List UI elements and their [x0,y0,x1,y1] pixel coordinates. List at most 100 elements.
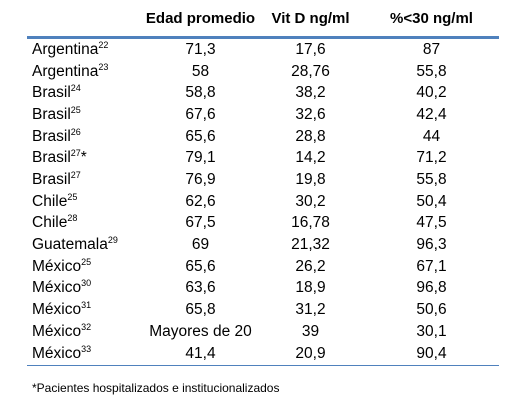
country-cell: México33 [27,343,144,363]
country-cell: Chile25 [27,191,144,211]
country-name: Brasil [32,170,71,188]
pct-cell: 40,2 [416,84,447,102]
vit-d-cell: 17,6 [295,40,326,58]
table-row: Brasil25 67,6 32,6 42,4 [27,104,499,126]
pct-cell: 44 [422,127,441,145]
table-row: México32 Mayores de 20 39 30,1 [27,321,499,343]
pct-cell: 55,8 [416,62,447,80]
vit-d-cell: 30,2 [295,192,326,210]
pct-cell: 90,4 [416,344,447,362]
vit-d-cell: 28,76 [291,62,330,80]
table-header: Edad promedio Vit D ng/ml %<30 ng/ml [27,0,499,36]
vit-d-cell: 18,9 [295,279,326,297]
country-name: Chile [32,214,68,232]
pct-cell: 30,1 [416,322,447,340]
edad-cell: 67,5 [185,214,216,232]
country-cell: Brasil25 [27,104,144,124]
reference-number: 32 [81,321,92,332]
reference-number: 30 [81,278,92,289]
table-row: México25 65,6 26,2 67,1 [27,256,499,278]
vit-d-cell: 32,6 [295,105,326,123]
reference-number: 25 [70,104,81,115]
table-row: Brasil26 65,6 28,8 44 [27,126,499,148]
reference-number: 23 [98,61,109,72]
vit-d-cell: 38,2 [295,84,326,102]
header-rule [27,36,499,39]
table-row: Brasil24 58,8 38,2 40,2 [27,82,499,104]
country-cell: Brasil27 [27,169,144,189]
edad-cell: 58,8 [185,84,216,102]
country-cell: Brasil27* [27,149,144,167]
vit-d-cell: 20,9 [295,344,326,362]
reference-number: 29 [107,235,118,246]
table-row: Argentina23 58 28,76 55,8 [27,61,499,83]
pct-cell: 87 [422,40,441,58]
vit-d-cell: 19,8 [295,170,326,188]
country-cell: México25 [27,256,144,276]
country-name: Brasil [32,84,71,102]
country-cell: Chile28 [27,214,144,232]
vit-d-cell: 26,2 [295,257,326,275]
pct-cell: 47,5 [416,214,447,232]
country-name: Chile [32,192,68,210]
edad-cell: 76,9 [185,170,216,188]
pct-cell: 67,1 [416,257,447,275]
pct-cell: 96,3 [416,236,447,254]
edad-cell: 65,6 [185,127,216,145]
vit-d-cell: 28,8 [295,127,326,145]
vit-d-cell: 16,78 [291,214,330,232]
country-name: Brasil [32,105,71,123]
country-cell: Argentina23 [27,61,144,81]
table-row: México31 65,8 31,2 50,6 [27,299,499,321]
table-row: Brasil27 76,9 19,8 55,8 [27,169,499,191]
edad-cell: 41,4 [185,344,216,362]
vit-d-cell: 39 [301,322,320,340]
vit-d-cell: 31,2 [295,301,326,319]
edad-cell: 58 [191,62,210,80]
country-name: México [32,257,82,275]
country-cell: Brasil26 [27,126,144,146]
country-cell: Guatemala29 [27,236,144,254]
edad-cell: 69 [191,236,210,254]
country-cell: México30 [27,279,144,297]
country-name: Argentina [32,62,99,80]
pct-cell: 55,8 [416,170,447,188]
vit-d-cell: 21,32 [291,236,330,254]
pct-cell: 96,8 [416,279,447,297]
reference-number: 28 [67,213,78,224]
header-pct-below-30: %<30 ng/ml [390,9,473,27]
table-row: Argentina22 71,3 17,6 87 [27,39,499,61]
reference-number: 26 [70,126,81,137]
pct-cell: 50,6 [416,301,447,319]
country-cell: México31 [27,301,144,319]
reference-number: 27 [70,169,81,180]
country-name: Guatemala [32,236,108,254]
reference-number: 33 [81,343,92,354]
reference-number: 27 [70,148,81,159]
country-name: Argentina [32,40,99,58]
header-edad-promedio: Edad promedio [145,9,256,27]
edad-cell: 67,6 [185,105,216,123]
country-cell: México32 [27,321,144,341]
vitamin-d-table: Edad promedio Vit D ng/ml %<30 ng/ml Arg… [27,0,499,367]
table-row: Brasil27* 79,1 14,2 71,2 [27,147,499,169]
table-row: Guatemala29 69 21,32 96,3 [27,234,499,256]
reference-number: 25 [67,191,78,202]
country-name: México [32,322,82,340]
edad-cell: 79,1 [185,149,216,167]
table-row: Chile28 67,5 16,78 47,5 [27,213,499,235]
edad-cell: 71,3 [185,40,216,58]
country-name: México [32,344,82,362]
vit-d-cell: 14,2 [295,149,326,167]
edad-cell: 65,6 [185,257,216,275]
table-body: Argentina22 71,3 17,6 87 Argentina23 58 28,76 5… [27,39,499,365]
reference-number: 25 [81,256,92,267]
edad-cell: 63,6 [185,279,216,297]
bottom-rule [27,364,499,367]
country-name: México [32,301,82,319]
footnote: *Pacientes hospitalizados e instituciona… [32,381,280,395]
reference-number: 31 [81,300,92,311]
country-name: Brasil [32,127,71,145]
country-cell: Brasil24 [27,84,144,102]
table-row: Chile25 62,6 30,2 50,4 [27,191,499,213]
